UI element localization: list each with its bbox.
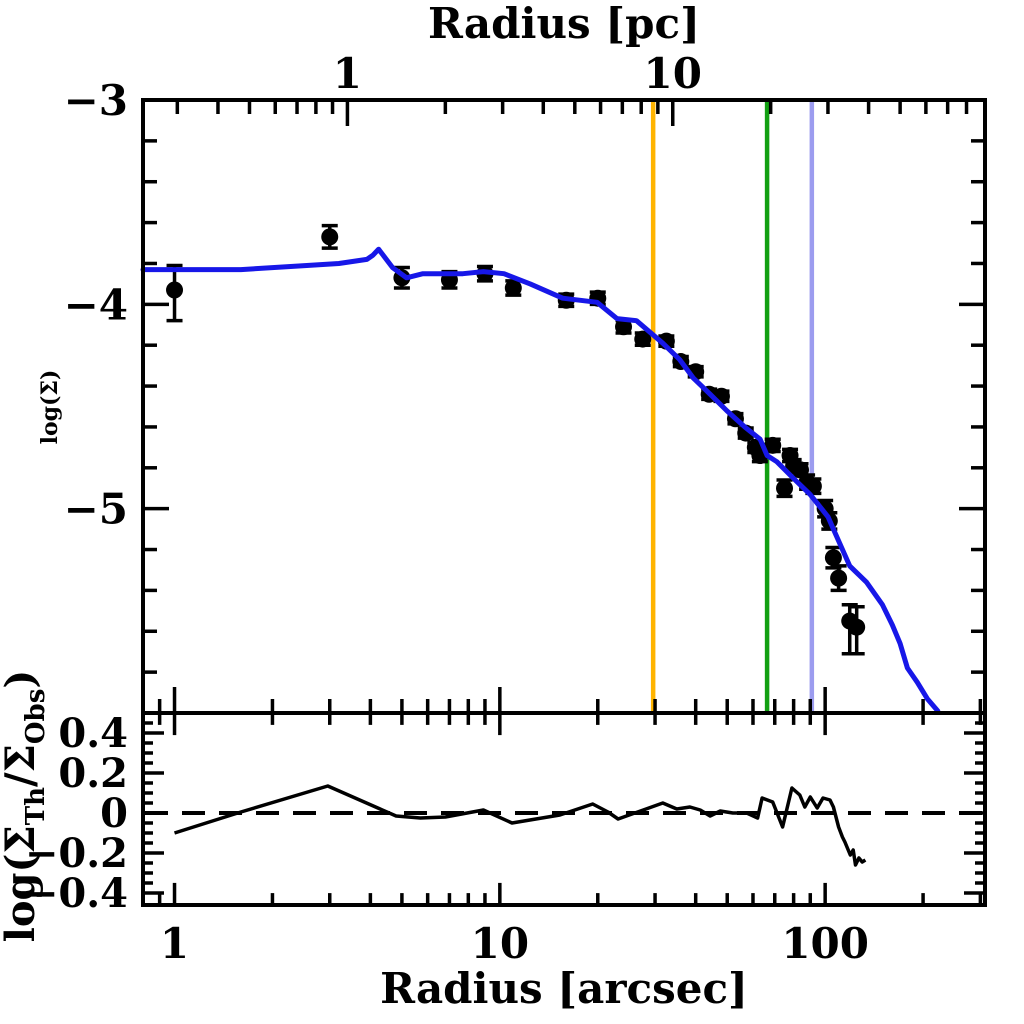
tick-label: 100 <box>781 919 869 968</box>
data-point <box>848 618 866 636</box>
residual-panel-frame <box>141 711 987 907</box>
data-point <box>764 436 782 454</box>
tick-label: −0.2 <box>25 830 128 877</box>
tick-label: 10 <box>471 919 529 968</box>
data-point <box>504 279 522 297</box>
data-point <box>321 228 339 246</box>
residual-curve <box>173 784 867 867</box>
bottom-axis-title: Radius [arcsec] <box>380 964 748 1013</box>
data-point <box>634 330 652 348</box>
data-point <box>776 479 794 497</box>
tick-label: −0.4 <box>25 870 128 917</box>
data-point <box>166 281 184 299</box>
tick-label: 1 <box>333 49 362 98</box>
tick-label: −4 <box>64 280 128 329</box>
tick-label: 0.4 <box>58 710 128 757</box>
tick-label: 0 <box>100 790 128 837</box>
tick-label: 10 <box>644 49 702 98</box>
tick-label: 1 <box>160 919 189 968</box>
data-point <box>830 569 848 587</box>
tick-label: −5 <box>64 485 128 534</box>
tick-label: −3 <box>64 76 128 125</box>
axis-ticks <box>143 100 985 905</box>
tick-label: 0.2 <box>58 750 128 797</box>
main-ylabel: log(Σ) <box>37 370 63 445</box>
chart-root: 1 10 1 10 100 −3 −4 −5 0.40.20−0.2−0.4 <box>25 49 987 968</box>
model-curve <box>140 246 941 714</box>
tick-labels: 1 10 1 10 100 −3 −4 −5 0.40.20−0.2−0.4 <box>25 49 869 968</box>
data-point <box>615 318 633 336</box>
residual-ylabel: log(ΣTh/ΣObs) <box>0 670 51 943</box>
data-point <box>824 549 842 567</box>
top-axis-title: Radius [pc] <box>428 0 700 48</box>
